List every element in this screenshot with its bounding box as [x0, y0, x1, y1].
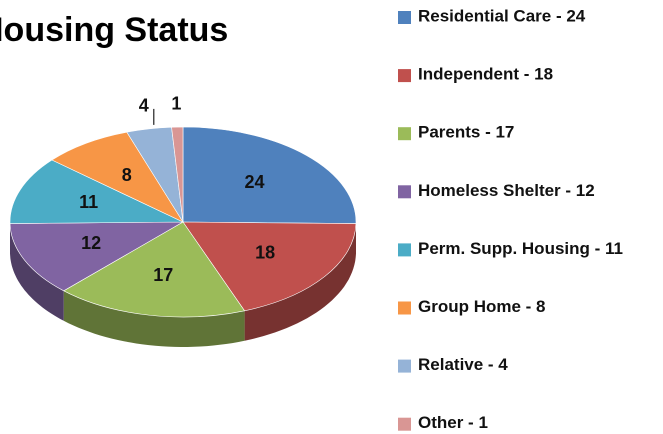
legend-swatch [398, 243, 411, 257]
legend-label: Independent - 18 [418, 65, 553, 84]
data-label: 8 [122, 165, 132, 185]
legend-swatch [398, 127, 411, 141]
legend-label: Residential Care - 24 [418, 6, 586, 25]
data-label: 1 [171, 94, 181, 114]
slice [9, 159, 184, 224]
slice-top [9, 221, 185, 292]
legend-swatch [398, 11, 411, 24]
slice [171, 126, 184, 223]
legend-label: Homeless Shelter - 12 [418, 181, 595, 200]
slice [182, 126, 357, 224]
legend-swatch [398, 417, 411, 431]
slice [182, 221, 357, 341]
slice-top [51, 131, 184, 223]
legend-label: Parents - 17 [418, 123, 514, 142]
legend-swatch [398, 69, 411, 83]
data-label: 4 [139, 96, 149, 116]
chart-title: Housing Status [0, 11, 228, 49]
slice-top [9, 159, 184, 224]
slice-top [63, 221, 246, 318]
slice-side [63, 290, 245, 347]
legend-label: Group Home - 8 [418, 297, 546, 316]
data-label: 24 [245, 172, 265, 192]
data-label: 17 [153, 265, 173, 285]
legend-swatch [398, 185, 411, 199]
legend-label: Relative - 4 [418, 355, 508, 374]
slice-side [10, 223, 64, 321]
slice-top [182, 221, 357, 312]
data-label: 18 [255, 242, 275, 262]
legend-swatch [398, 359, 411, 373]
legend-label: Other - 1 [418, 413, 488, 432]
slice [51, 131, 184, 223]
slice-top [182, 126, 357, 224]
data-label: 12 [81, 233, 101, 253]
data-label: 11 [79, 192, 98, 212]
slice [63, 221, 246, 347]
legend-label: Perm. Supp. Housing - 11 [418, 239, 623, 258]
slice-side [244, 223, 356, 341]
slice [9, 221, 185, 321]
slice-top [171, 126, 184, 223]
legend-swatch [398, 301, 411, 315]
